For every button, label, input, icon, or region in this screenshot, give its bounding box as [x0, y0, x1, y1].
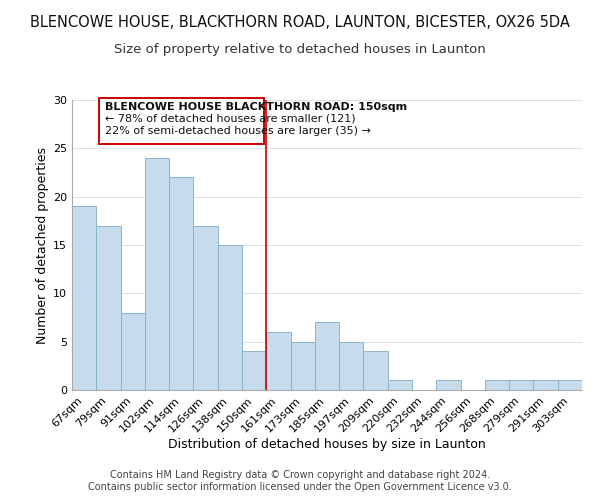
Text: Contains HM Land Registry data © Crown copyright and database right 2024.: Contains HM Land Registry data © Crown c… — [110, 470, 490, 480]
Bar — [485, 380, 509, 390]
Text: ← 78% of detached houses are smaller (121): ← 78% of detached houses are smaller (12… — [105, 114, 355, 124]
Text: 22% of semi-detached houses are larger (35) →: 22% of semi-detached houses are larger (… — [105, 126, 371, 136]
Bar — [339, 342, 364, 390]
Bar — [242, 352, 266, 390]
Bar — [509, 380, 533, 390]
FancyBboxPatch shape — [99, 98, 264, 144]
Bar — [364, 352, 388, 390]
Bar — [145, 158, 169, 390]
Bar — [533, 380, 558, 390]
Bar — [315, 322, 339, 390]
Bar — [96, 226, 121, 390]
Bar — [388, 380, 412, 390]
Text: Size of property relative to detached houses in Launton: Size of property relative to detached ho… — [114, 42, 486, 56]
Text: BLENCOWE HOUSE, BLACKTHORN ROAD, LAUNTON, BICESTER, OX26 5DA: BLENCOWE HOUSE, BLACKTHORN ROAD, LAUNTON… — [30, 15, 570, 30]
Bar — [169, 178, 193, 390]
Text: BLENCOWE HOUSE BLACKTHORN ROAD: 150sqm: BLENCOWE HOUSE BLACKTHORN ROAD: 150sqm — [105, 102, 407, 112]
Bar — [436, 380, 461, 390]
Text: Contains public sector information licensed under the Open Government Licence v3: Contains public sector information licen… — [88, 482, 512, 492]
Bar — [121, 312, 145, 390]
Y-axis label: Number of detached properties: Number of detached properties — [36, 146, 49, 344]
Bar — [218, 245, 242, 390]
Bar — [193, 226, 218, 390]
Bar — [558, 380, 582, 390]
Bar — [266, 332, 290, 390]
Bar — [290, 342, 315, 390]
X-axis label: Distribution of detached houses by size in Launton: Distribution of detached houses by size … — [168, 438, 486, 451]
Bar — [72, 206, 96, 390]
